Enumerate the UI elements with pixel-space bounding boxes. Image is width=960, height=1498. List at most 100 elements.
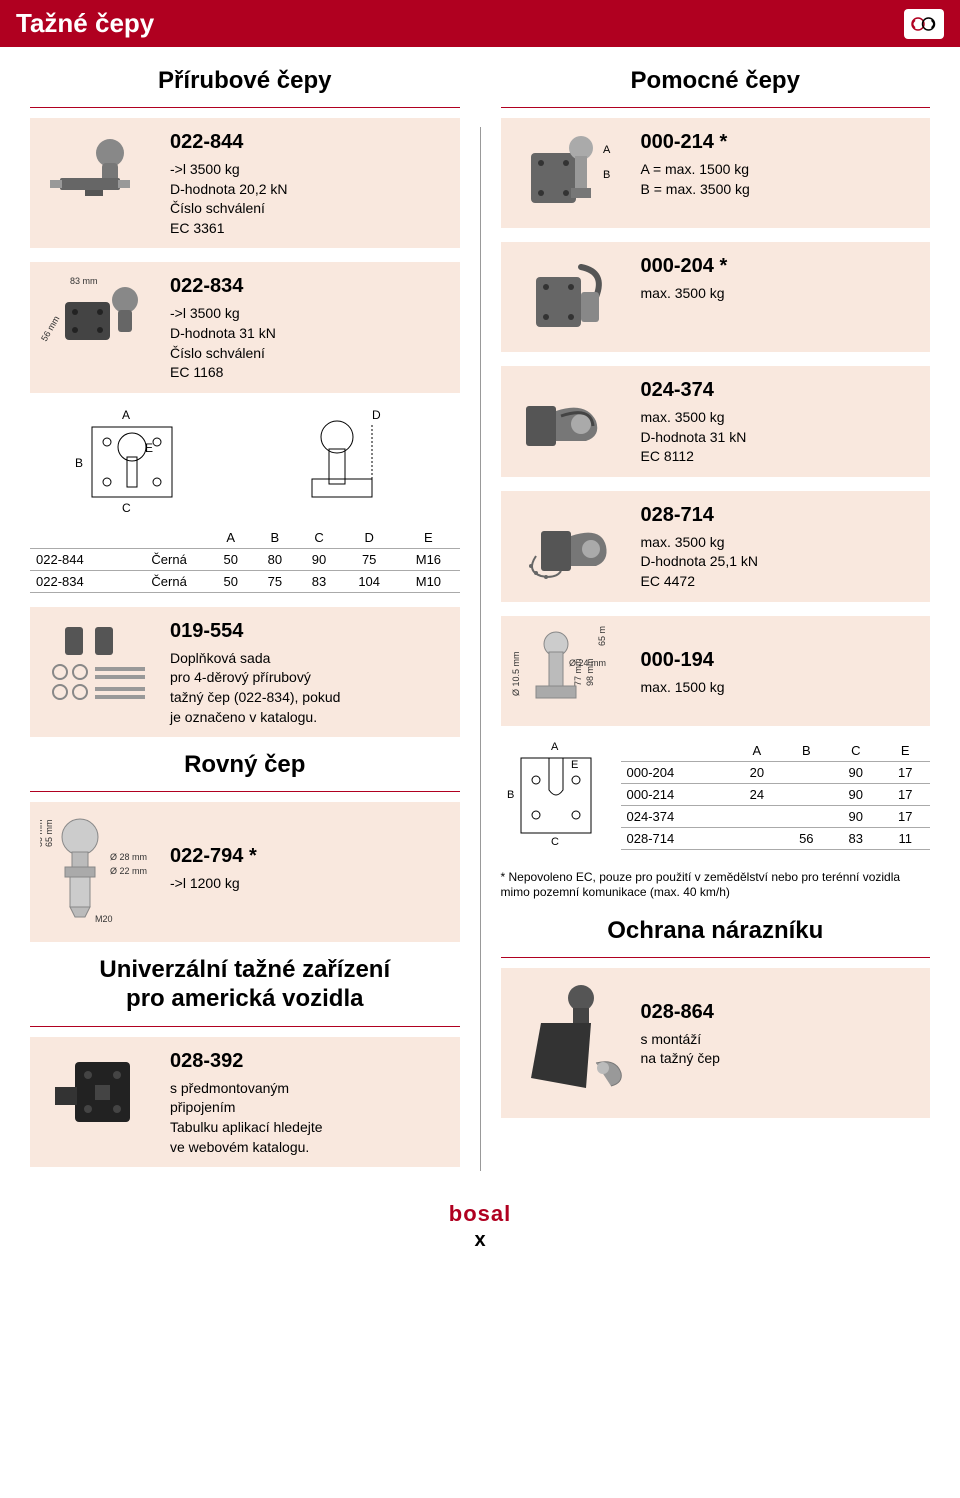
table-header: D [341,527,397,549]
page-number: x [0,1229,960,1252]
table-cell: 17 [881,761,930,783]
product-spec: Tabulku aplikací hledejte [170,1118,323,1138]
product-image-icon [40,617,160,707]
product-spec: max. 3500 kg [641,408,747,428]
product-spec: max. 1500 kg [641,678,725,698]
product-item: 024-374 max. 3500 kg D-hodnota 31 kN EC … [501,366,931,477]
table-cell: 90 [297,548,341,570]
section-title-aux: Pomocné čepy [501,67,931,95]
product-spec: pro 4-děrový přírubový [170,668,340,688]
product-spec: Doplňková sada [170,649,340,669]
table-row: 000-214249017 [621,783,931,805]
table-cell: 83 [831,827,880,849]
svg-text:Ø 28 mm: Ø 28 mm [110,852,147,862]
product-spec: A = max. 1500 kg [641,160,750,180]
product-image-icon: Ø 24 mm Ø 10.5 mm 77 mm 98 mm 65 mm [511,626,631,716]
svg-text:77 mm: 77 mm [573,658,583,686]
table-row: 022-844Černá50809075M16 [30,548,460,570]
product-code: 000-214 * [641,128,750,156]
product-spec: EC 4472 [641,572,759,592]
table-header: A [732,740,781,762]
product-text: 000-214 * A = max. 1500 kg B = max. 3500… [641,128,750,199]
product-text: 022-834 ->l 3500 kg D-hodnota 31 kN Čísl… [170,272,276,382]
product-image-icon [40,1047,160,1137]
product-spec: ->l 3500 kg [170,304,276,324]
title-line: Univerzální tažné zařízení [99,956,390,983]
product-spec: D-hodnota 25,1 kN [641,552,759,572]
diagram-icon: A B E C [67,407,207,517]
product-spec: EC 1168 [170,363,276,383]
table-header: A [209,527,253,549]
product-spec: ve webovém katalogu. [170,1138,323,1158]
table-cell: 90 [831,783,880,805]
svg-text:Ø 10.5 mm: Ø 10.5 mm [511,651,521,696]
product-spec: D-hodnota 31 kN [170,324,276,344]
product-spec: s montáží [641,1030,720,1050]
svg-text:98 mm: 98 mm [585,658,595,686]
product-text: 000-194 max. 1500 kg [641,626,725,698]
table-cell: 80 [253,548,297,570]
table-cell: 104 [341,570,397,592]
table-cell [732,827,781,849]
product-image-icon [511,501,631,591]
table-cell: Černá [130,570,209,592]
table-cell: 50 [209,548,253,570]
table-cell: 024-374 [621,805,733,827]
svg-text:C: C [551,836,559,848]
svg-text:C: C [122,501,131,515]
table-cell: 11 [881,827,930,849]
spec-table: ABCE 000-204209017000-214249017024-37490… [621,740,931,850]
svg-text:B: B [75,456,83,470]
product-image-icon [511,978,631,1108]
table-cell [782,805,831,827]
spec-table: ABCDE 022-844Černá50809075M16022-834Čern… [30,527,460,593]
table-cell: 022-844 [30,548,130,570]
table-cell [782,783,831,805]
diagram-icon: D [282,407,422,517]
divider [501,957,931,958]
table-header [30,527,130,549]
product-code: 019-554 [170,617,340,645]
product-spec: Číslo schválení [170,199,288,219]
section-title-flange: Přírubové čepy [30,67,460,95]
title-line: pro americká vozidla [126,985,363,1012]
footnote-text: * Nepovoleno EC, pouze pro použití v zem… [501,870,931,901]
product-spec: EC 3361 [170,219,288,239]
product-spec: Číslo schválení [170,344,276,364]
product-text: 028-714 max. 3500 kg D-hodnota 25,1 kN E… [641,501,759,592]
table-cell: 20 [732,761,781,783]
product-item: A B 000-214 * A = max. 1500 kg B = max. … [501,118,931,228]
product-code: 022-844 [170,128,288,156]
product-item: 028-864 s montáží na tažný čep [501,968,931,1118]
table-cell: 90 [831,805,880,827]
svg-text:M20: M20 [95,914,113,924]
product-image-icon: A B [511,128,631,218]
section-title-universal: Univerzální tažné zařízení pro americká … [30,956,460,1014]
table-cell: 24 [732,783,781,805]
main-content: Přírubové čepy 022-844 ->l 3500 kg D-hod… [0,47,960,1191]
product-code: 000-194 [641,646,725,674]
product-text: 028-864 s montáží na tažný čep [641,978,720,1069]
table-row: 022-834Černá507583104M10 [30,570,460,592]
product-text: 019-554 Doplňková sada pro 4-děrový přír… [170,617,340,727]
svg-text:D: D [372,408,381,422]
product-item: 019-554 Doplňková sada pro 4-děrový přír… [30,607,460,737]
product-spec: ->l 3500 kg [170,160,288,180]
table-header: C [831,740,880,762]
table-header [621,740,733,762]
brand-logo: bosal [0,1201,960,1227]
table-block: A E B C ABCE 000-204209017000-2142490170… [501,740,931,864]
table-cell [782,761,831,783]
table-cell: 75 [253,570,297,592]
table-cell: 50 [209,570,253,592]
table-row: 024-3749017 [621,805,931,827]
svg-text:B: B [507,789,514,801]
svg-text:65 mm: 65 mm [44,820,54,848]
product-code: 028-714 [641,501,759,529]
product-spec: B = max. 3500 kg [641,180,750,200]
product-spec: D-hodnota 20,2 kN [170,180,288,200]
table-cell: 56 [782,827,831,849]
product-spec: max. 3500 kg [641,284,728,304]
product-spec: ->l 1200 kg [170,874,257,894]
svg-text:A: A [603,144,611,156]
